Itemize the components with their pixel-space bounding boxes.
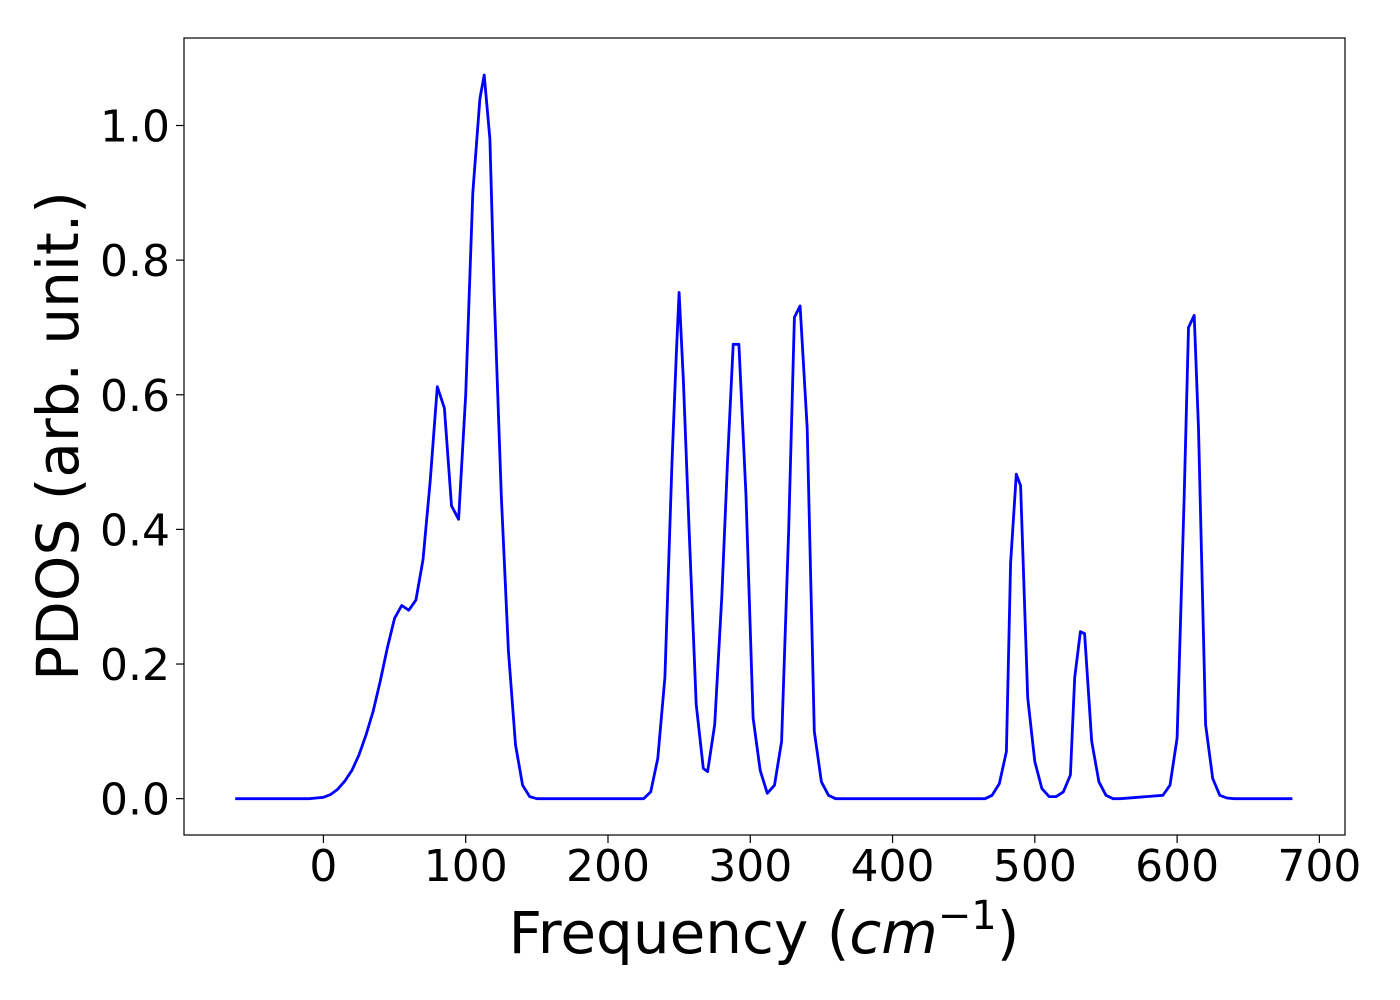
x-tick-label: 200: [566, 841, 650, 892]
x-tick-label: 400: [851, 841, 935, 892]
y-tick-label: 0.0: [100, 775, 170, 826]
y-tick-label: 0.6: [100, 371, 170, 422]
x-axis-label: Frequency (cm−1): [509, 893, 1020, 967]
y-axis-label: PDOS (arb. unit.): [24, 191, 92, 681]
y-tick-label: 0.8: [100, 236, 170, 287]
y-tick-label: 0.2: [100, 640, 170, 691]
x-axis-ticks: 0 100 200 300 400 500 600 700: [309, 835, 1361, 892]
pdos-series-line: [235, 73, 1293, 801]
x-tick-label: 500: [993, 841, 1077, 892]
y-tick-label: 0.4: [100, 505, 170, 556]
x-tick-label: 300: [708, 841, 792, 892]
x-tick-label: 0: [309, 841, 337, 892]
y-tick-label: 1.0: [100, 102, 170, 153]
y-axis-ticks: 0.0 0.2 0.4 0.6 0.8 1.0: [100, 102, 184, 826]
x-tick-label: 600: [1135, 841, 1219, 892]
x-tick-label: 700: [1277, 841, 1361, 892]
plot-frame: [183, 37, 1346, 836]
x-tick-label: 100: [424, 841, 508, 892]
